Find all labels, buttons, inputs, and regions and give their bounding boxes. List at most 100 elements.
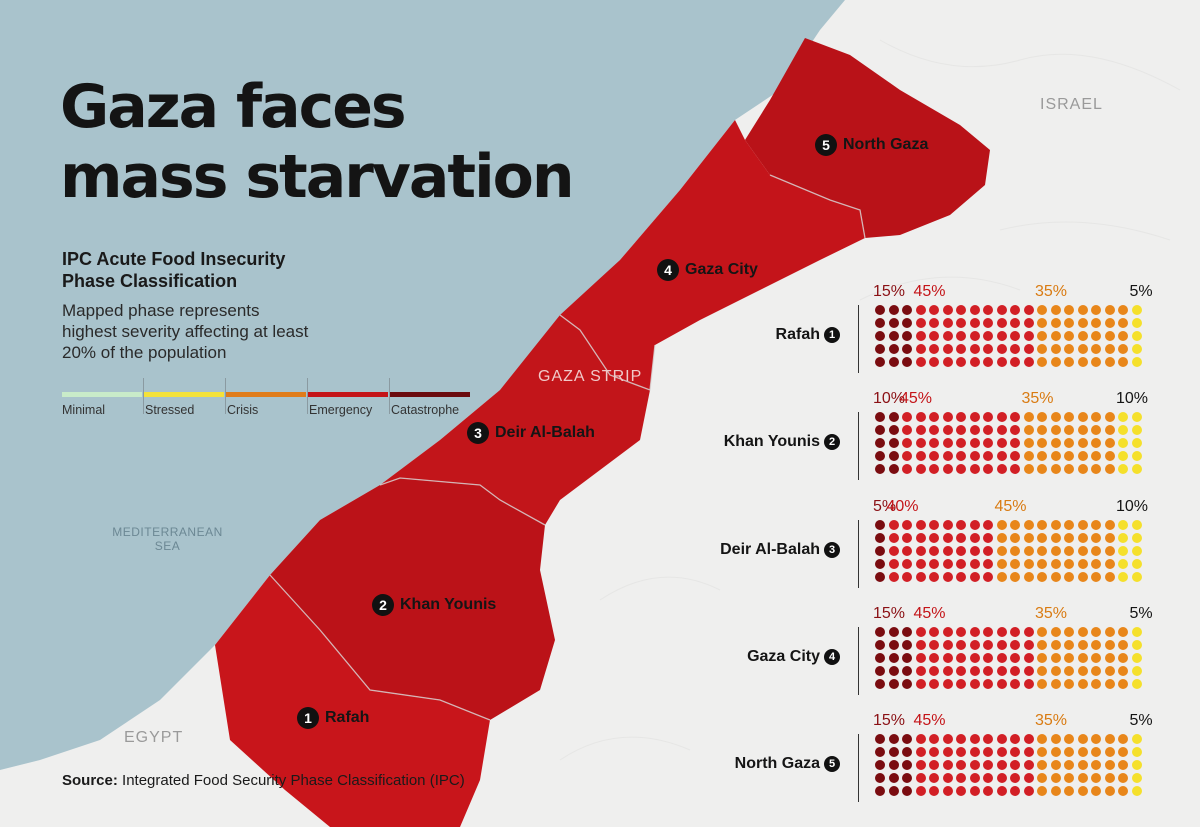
map-label-deir-al-balah[interactable]: 3 Deir Al-Balah <box>467 422 595 444</box>
waffle-dot-catastrophe <box>902 627 912 637</box>
waffle-dot-emergency <box>956 520 966 530</box>
waffle-dot-crisis <box>1091 627 1101 637</box>
waffle-dot-stressed <box>1131 520 1142 530</box>
waffle-dot-crisis <box>1104 438 1115 448</box>
waffle-dot-crisis <box>1050 357 1061 367</box>
map-label-gaza-city[interactable]: 4 Gaza City <box>657 259 758 281</box>
waffle-dot-crisis <box>1037 653 1047 663</box>
waffle-dot-stressed <box>1131 533 1142 543</box>
waffle-dot-emergency <box>1023 679 1034 689</box>
waffle-pct-catastrophe: 10% <box>873 390 906 407</box>
waffle-dot-crisis <box>1077 451 1088 461</box>
waffle-dot-crisis <box>1050 747 1061 757</box>
map-label-khan-younis[interactable]: 2 Khan Younis <box>372 594 496 616</box>
waffle-dot-emergency <box>969 653 980 663</box>
map-label-rafah[interactable]: 1 Rafah <box>297 707 369 729</box>
waffle-dot-emergency <box>929 747 939 757</box>
waffle-dot-catastrophe <box>888 773 899 783</box>
waffle-dot-crisis <box>1050 344 1061 354</box>
waffle-dot-crisis <box>1091 520 1101 530</box>
waffle-dot-crisis <box>1077 546 1088 556</box>
waffle-dot-emergency <box>902 425 912 435</box>
waffle-dot-emergency <box>915 438 926 448</box>
map-label-north-gaza[interactable]: 5 North Gaza <box>815 134 928 156</box>
waffle-dot-crisis <box>1104 533 1115 543</box>
waffle-dot-catastrophe <box>902 331 912 341</box>
waffle-pct-emergency: 45% <box>913 712 946 729</box>
waffle-dot-crisis <box>996 546 1007 556</box>
waffle-region-name: Deir Al-Balah 3 <box>720 541 840 559</box>
waffle-dot-crisis <box>1037 438 1047 448</box>
waffle-dot-emergency <box>956 760 966 770</box>
waffle-dot-crisis <box>1010 572 1020 582</box>
waffle-dot-emergency <box>929 464 939 474</box>
waffle-dot-crisis <box>1023 425 1034 435</box>
waffle-dot-emergency <box>902 546 912 556</box>
waffle-dot-crisis <box>1118 357 1128 367</box>
waffle-dot-catastrophe <box>888 412 899 422</box>
place-label-gaza-strip: GAZA STRIP <box>538 368 643 385</box>
waffle-dot-stressed <box>1131 464 1142 474</box>
waffle-dot-emergency <box>1010 357 1020 367</box>
waffle-dot-crisis <box>1118 786 1128 796</box>
waffle-dot-stressed <box>1131 666 1142 676</box>
waffle-dot-emergency <box>929 546 939 556</box>
waffle-dot-emergency <box>996 653 1007 663</box>
waffle-dot-emergency <box>1023 344 1034 354</box>
phase-label-emergency: Emergency <box>309 403 373 417</box>
waffle-dot-emergency <box>942 640 953 650</box>
waffle-dot-crisis <box>1050 451 1061 461</box>
waffle-dot-emergency <box>996 357 1007 367</box>
waffle-dot-crisis <box>1118 773 1128 783</box>
waffle-dot-emergency <box>1010 734 1020 744</box>
waffle-dot-catastrophe <box>888 344 899 354</box>
waffle-dot-catastrophe <box>875 451 885 461</box>
waffle-dot-crisis <box>1104 773 1115 783</box>
waffle-dot-crisis <box>1064 318 1074 328</box>
waffle-dot-catastrophe <box>875 546 885 556</box>
waffle-dot-stressed <box>1131 572 1142 582</box>
waffle-dot-crisis <box>1077 786 1088 796</box>
waffle-dot-crisis <box>1104 640 1115 650</box>
waffle-dot-crisis <box>1050 773 1061 783</box>
waffle-dot-stressed <box>1118 425 1128 435</box>
waffle-dot-crisis <box>1064 305 1074 315</box>
waffle-dot-catastrophe <box>902 357 912 367</box>
waffle-dot-emergency <box>983 412 993 422</box>
waffle-dot-emergency <box>956 331 966 341</box>
waffle-dot-crisis <box>1050 464 1061 474</box>
waffle-pct-crisis: 35% <box>1035 712 1068 729</box>
waffle-dot-emergency <box>969 520 980 530</box>
waffle-dot-crisis <box>1091 438 1101 448</box>
waffle-dot-catastrophe <box>875 679 885 689</box>
waffle-region-label: North Gaza <box>734 755 820 772</box>
waffle-dot-crisis <box>1064 331 1074 341</box>
waffle-dot-crisis <box>1037 627 1047 637</box>
region-gaza-city <box>560 120 865 390</box>
waffle-dot-crisis <box>1064 760 1074 770</box>
waffle-dot-crisis <box>1118 653 1128 663</box>
waffle-dot-crisis <box>1118 760 1128 770</box>
waffle-pct-catastrophe: 15% <box>873 283 906 300</box>
waffle-dot-crisis <box>1010 559 1020 569</box>
waffle-dot-crisis <box>1104 653 1115 663</box>
phase-label-catastrophe: Catastrophe <box>391 403 460 417</box>
waffle-dot-crisis <box>1050 666 1061 676</box>
waffle-dot-emergency <box>956 786 966 796</box>
waffle-dot-emergency <box>915 760 926 770</box>
waffle-pct-stressed: 5% <box>1129 605 1153 622</box>
waffle-dot-crisis <box>1104 331 1115 341</box>
waffle-dot-crisis <box>1050 640 1061 650</box>
waffle-dot-stressed <box>1131 760 1142 770</box>
waffle-dot-emergency <box>929 679 939 689</box>
phase-label-stressed: Stressed <box>145 403 195 417</box>
waffle-dot-crisis <box>1077 344 1088 354</box>
waffle-dot-catastrophe <box>875 760 885 770</box>
waffle-dot-crisis <box>1091 305 1101 315</box>
waffle-dot-crisis <box>1064 627 1074 637</box>
waffle-dot-emergency <box>888 533 899 543</box>
waffle-dot-crisis <box>1050 679 1061 689</box>
waffle-dot-emergency <box>929 331 939 341</box>
waffle-row-gaza-city: Gaza City 4 15% 45% 35% 5% <box>700 605 1180 720</box>
source-label: Source: <box>62 772 118 789</box>
